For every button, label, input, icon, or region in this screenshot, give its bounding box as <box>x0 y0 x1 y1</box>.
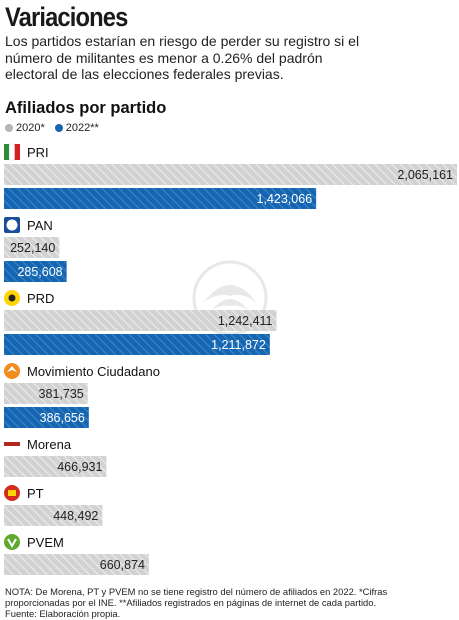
movimiento-ciudadano-2022-value-label: 386,656 <box>40 411 85 425</box>
category-label-pan: PAN <box>27 218 53 233</box>
category-label-pt: PT <box>27 486 44 501</box>
prd-2020-bar <box>4 310 277 331</box>
page-title: Variaciones <box>5 2 128 32</box>
pt-logo-icon <box>4 485 20 501</box>
category-label-pri: PRI <box>27 145 49 160</box>
pri-2022-bar <box>4 188 317 209</box>
pan-2022-value-label: 285,608 <box>17 265 62 279</box>
legend-label-2020: 2020* <box>16 122 45 134</box>
pt-2020-value-label: 448,492 <box>53 509 98 523</box>
legend-swatch-2022 <box>54 124 63 132</box>
morena-2020-bar <box>4 456 107 477</box>
prd-2020-value-label: 1,242,411 <box>218 314 273 328</box>
morena-2020-value-label: 466,931 <box>57 460 102 474</box>
movimiento-ciudadano-2020-bar <box>4 383 88 404</box>
legend-swatch-2020 <box>5 124 13 132</box>
pri-2022-value-label: 1,423,066 <box>257 192 313 206</box>
legend-item-2020: 2020* <box>5 122 45 134</box>
pan-2020-bar <box>4 237 60 258</box>
pri-2020-bar <box>4 164 457 185</box>
pan-logo-icon <box>4 217 20 233</box>
pri-2020-value-label: 2,065,161 <box>397 168 453 182</box>
pvem-logo-icon <box>4 534 20 550</box>
pri-logo-icon <box>4 143 20 161</box>
pt-2020-bar <box>4 505 103 526</box>
morena-logo-icon <box>4 442 20 446</box>
footnote-note: NOTA: De Morena, PT y PVEM no se tiene r… <box>5 586 388 608</box>
movimiento-ciudadano-2022-bar <box>4 407 89 428</box>
legend-item-2022: 2022** <box>54 122 99 134</box>
category-label-movimiento-ciudadano: Movimiento Ciudadano <box>27 364 160 379</box>
bar-chart: PRI 2,065,161 1,423,066 PAN 252,140 285,608 PR… <box>4 143 457 575</box>
pan-2022-bar <box>4 261 67 282</box>
prd-2022-value-label: 1,211,872 <box>211 338 266 352</box>
pan-2020-value-label: 252,140 <box>10 241 55 255</box>
movimiento-ciudadano-logo-icon <box>4 363 20 379</box>
category-label-morena: Morena <box>27 437 72 452</box>
pvem-2020-value-label: 660,874 <box>100 558 145 572</box>
category-label-pvem: PVEM <box>27 535 64 550</box>
chart-legend: 2020* 2022** <box>5 122 99 134</box>
category-label-prd: PRD <box>27 291 54 306</box>
footnote: NOTA: De Morena, PT y PVEM no se tiene r… <box>5 586 425 619</box>
legend-label-2022: 2022** <box>65 122 99 134</box>
chart-title: Afiliados por partido <box>5 99 167 117</box>
page-subtitle: Los partidos estarían en riesgo de perde… <box>5 33 360 82</box>
movimiento-ciudadano-2020-value-label: 381,735 <box>39 387 84 401</box>
prd-logo-icon <box>4 290 20 306</box>
prd-2022-bar <box>4 334 270 355</box>
pvem-2020-bar <box>4 554 149 575</box>
footnote-source: Fuente: Elaboración propia. <box>5 608 121 619</box>
